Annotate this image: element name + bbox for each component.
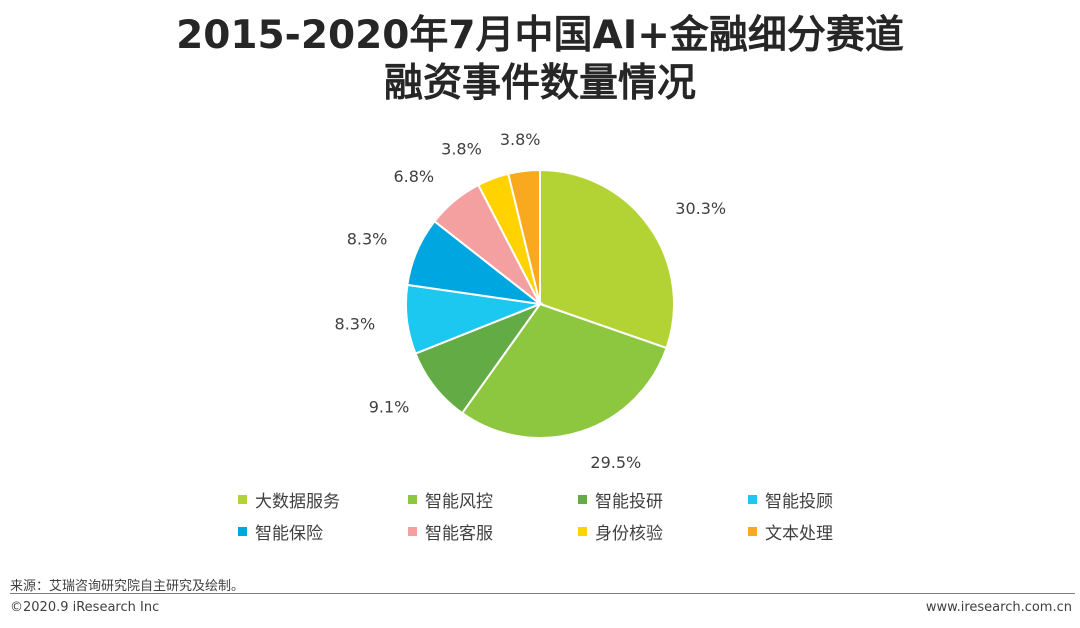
chart-title: 2015-2020年7月中国AI+金融细分赛道 融资事件数量情况 [0,12,1080,108]
pie-data-label-4: 8.3% [347,230,388,249]
legend-label: 智能客服 [425,523,493,544]
legend-label: 身份核验 [595,523,663,544]
legend-label: 智能投研 [595,491,663,512]
legend-item-1: 智能风控 [408,488,578,512]
pie-data-label-5: 6.8% [393,167,434,186]
pie-chart: 30.3% 29.5% 9.1% 8.3% 8.3% 6.8% 3.8% 3.8% [335,130,727,472]
legend-label: 文本处理 [765,523,833,544]
legend-item-4: 智能保险 [238,520,408,544]
footer-divider [10,593,1075,594]
legend-swatch [748,526,757,536]
legend-item-6: 身份核验 [578,520,748,544]
pie-slices [405,168,675,439]
pie-data-labels: 30.3% 29.5% 9.1% 8.3% 8.3% 6.8% 3.8% 3.8% [335,130,727,472]
legend-swatch [238,494,247,504]
legend-item-0: 大数据服务 [238,488,408,512]
pie-data-label-7: 3.8% [500,130,541,149]
legend-label: 智能投顾 [765,491,833,512]
legend-label: 大数据服务 [255,491,340,512]
legend-swatch [238,526,247,536]
legend-swatch [748,494,757,504]
legend-swatch [408,526,417,536]
pie-slice-7 [507,168,541,305]
legend-swatch [578,494,587,504]
pie-data-label-1: 29.5% [590,453,641,472]
copyright-text: ©2020.9 iResearch Inc [10,600,160,615]
pie-slice-1 [460,302,668,439]
website-link[interactable]: www.iresearch.com.cn [925,600,1072,615]
legend-item-7: 文本处理 [748,520,858,544]
pie-slice-0 [539,168,675,350]
chart-legend: 大数据服务 智能风控 智能投研 智能投顾智能保险 智能客服 身份核验 文本处理 [238,488,858,544]
legend-item-3: 智能投顾 [748,488,858,512]
chart-title-line-2: 融资事件数量情况 [383,61,696,106]
legend-swatch [578,526,587,536]
legend-item-2: 智能投研 [578,488,748,512]
pie-data-label-2: 9.1% [369,397,410,416]
legend-label: 智能保险 [255,523,323,544]
chart-title-line-1: 2015-2020年7月中国AI+金融细分赛道 [176,13,904,58]
pie-data-label-0: 30.3% [675,199,726,218]
source-note: 来源：艾瑞咨询研究院自主研究及绘制。 [10,579,245,594]
pie-data-label-6: 3.8% [441,140,482,159]
legend-item-5: 智能客服 [408,520,578,544]
legend-label: 智能风控 [425,491,493,512]
legend-swatch [408,494,417,504]
pie-data-label-3: 8.3% [335,315,376,334]
